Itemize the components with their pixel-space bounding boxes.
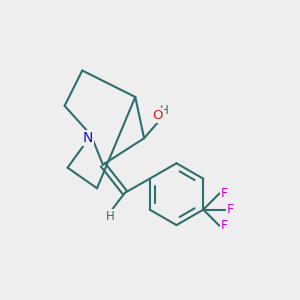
- Text: H: H: [106, 210, 115, 223]
- Text: F: F: [221, 219, 228, 232]
- Text: F: F: [221, 187, 228, 200]
- Text: H: H: [160, 104, 169, 117]
- Text: N: N: [82, 130, 93, 145]
- Text: O: O: [153, 109, 163, 122]
- Text: F: F: [227, 203, 234, 216]
